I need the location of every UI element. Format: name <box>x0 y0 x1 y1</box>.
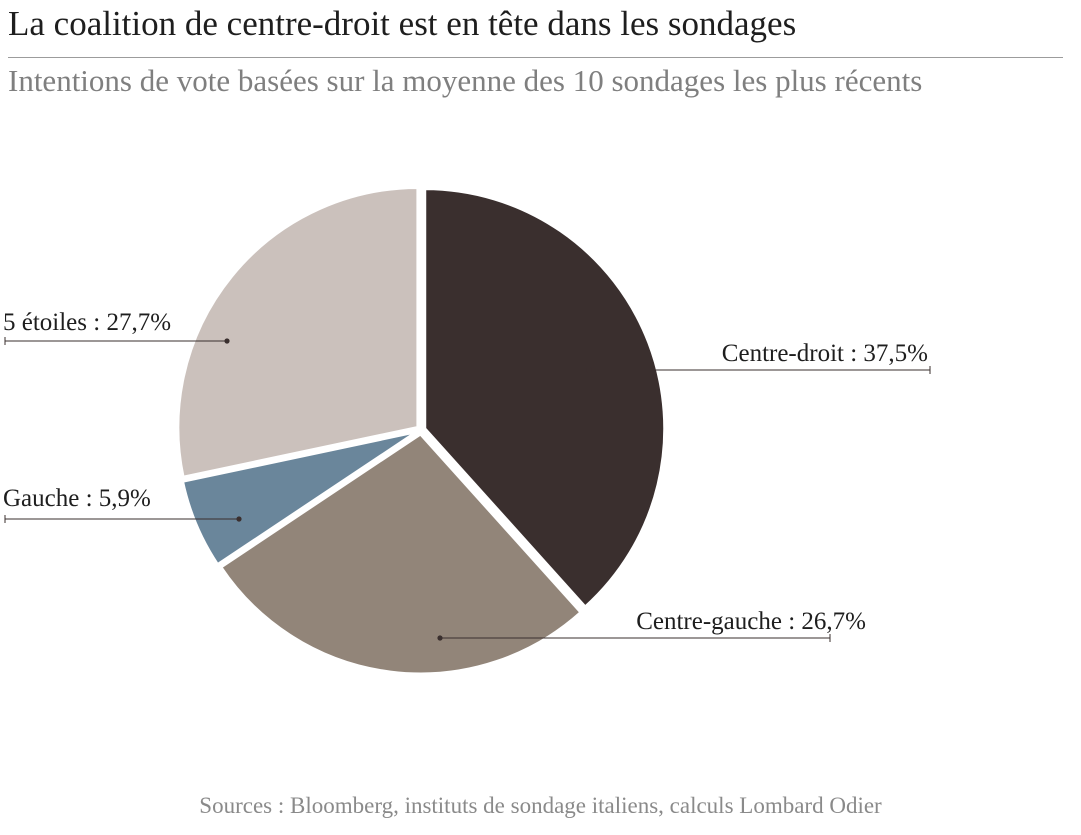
leader-lines <box>4 337 931 642</box>
leader-dot-centre-droit <box>586 367 592 373</box>
slice-label-centre-gauche: Centre-gauche : 26,7% <box>636 608 866 635</box>
slice-label-centre-droit: Centre-droit : 37,5% <box>722 340 928 367</box>
chart-source: Sources : Bloomberg, instituts de sondag… <box>199 793 882 818</box>
leader-dot-5-etoiles <box>224 338 230 344</box>
pie-slices <box>176 185 667 676</box>
slice-label-5-etoiles: 5 étoiles : 27,7% <box>3 309 171 336</box>
leader-dot-gauche <box>236 516 242 522</box>
chart-title: La coalition de centre-droit est en tête… <box>8 4 797 43</box>
pie-slice-gauche <box>180 430 419 567</box>
slice-labels: Centre-droit : 37,5% Centre-gauche : 26,7… <box>3 309 928 635</box>
pie-slice-centre-droit <box>423 187 667 610</box>
pie-slice-5-etoiles <box>176 185 420 480</box>
chart-subtitle: Intentions de vote basées sur la moyenne… <box>8 63 923 98</box>
title-divider <box>8 57 1063 58</box>
pie-slice-centre-gauche <box>218 432 584 676</box>
leader-dot-centre-gauche <box>437 635 443 641</box>
slice-label-gauche: Gauche : 5,9% <box>3 485 151 512</box>
